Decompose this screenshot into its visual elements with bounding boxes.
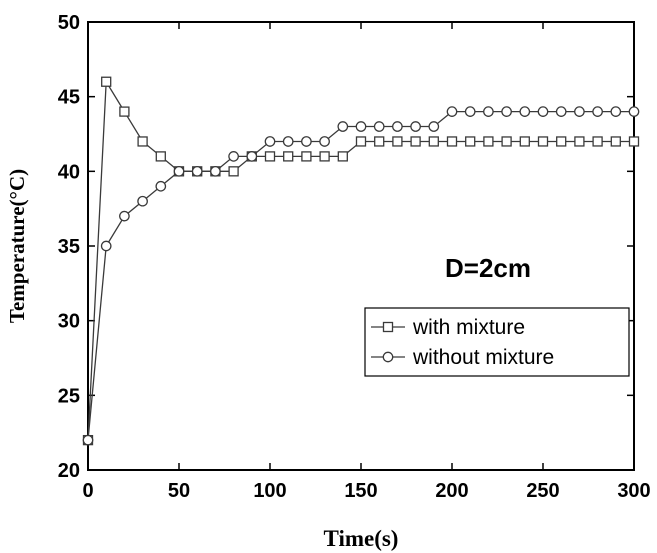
data-point: [355, 121, 367, 132]
data-point: [100, 240, 112, 252]
plot-frame: [87, 21, 635, 471]
y-tick-label: 50: [58, 12, 80, 34]
data-point: [101, 76, 112, 87]
data-point: [228, 151, 239, 162]
y-tick-label: 20: [58, 460, 80, 482]
data-point: [264, 136, 276, 147]
data-point: [264, 151, 276, 162]
y-tick-label: 25: [58, 385, 80, 407]
data-point: [537, 136, 549, 147]
legend: with mixture without mixture: [364, 307, 630, 377]
series-square: [82, 76, 640, 446]
data-point: [428, 136, 439, 147]
legend-label: with mixture: [412, 316, 525, 339]
data-point: [519, 106, 531, 117]
data-point: [119, 106, 130, 117]
data-point: [191, 165, 203, 177]
x-tick-label: 150: [344, 480, 377, 502]
series-line: [87, 110, 634, 441]
data-point: [374, 136, 385, 147]
data-point: [355, 136, 367, 147]
series-layer: [82, 76, 640, 446]
axis-ticks: 0 50 100 150 200 250 300 20 25 30 35 40 45 50: [58, 12, 651, 502]
data-point: [628, 136, 640, 147]
data-point: [446, 136, 458, 147]
data-point: [501, 136, 512, 147]
data-point: [337, 151, 348, 162]
data-point: [301, 136, 312, 147]
x-tick-label: 50: [168, 480, 190, 502]
series-circle: [82, 106, 640, 446]
data-point: [319, 136, 330, 147]
data-point: [446, 106, 458, 117]
data-point: [228, 166, 239, 177]
data-point: [628, 106, 640, 117]
data-point: [592, 106, 603, 117]
legend-box: [364, 307, 630, 377]
x-tick-label: 100: [253, 480, 286, 502]
data-point: [537, 106, 549, 117]
data-point: [246, 151, 258, 162]
data-point: [137, 195, 148, 207]
data-point: [501, 106, 512, 117]
x-tick-label: 250: [526, 480, 559, 502]
data-point: [210, 165, 221, 177]
data-point: [301, 151, 312, 162]
legend-label: without mixture: [412, 346, 554, 369]
data-point: [574, 106, 585, 117]
x-axis-title: Time(s): [324, 526, 399, 551]
data-point: [319, 151, 330, 162]
x-tick-label: 200: [435, 480, 468, 502]
data-point: [428, 121, 440, 132]
data-point: [392, 136, 403, 147]
data-point: [282, 136, 294, 147]
data-point: [465, 136, 476, 147]
legend-marker: [382, 321, 394, 333]
x-tick-label: 0: [82, 480, 93, 502]
data-point: [137, 136, 148, 147]
data-point: [410, 121, 421, 132]
data-point: [392, 121, 403, 132]
data-point: [155, 180, 167, 192]
data-point: [410, 136, 421, 147]
data-point: [574, 136, 585, 147]
data-point: [173, 165, 185, 177]
data-point: [82, 434, 94, 446]
data-point: [337, 121, 349, 132]
data-point: [155, 151, 166, 162]
data-point: [464, 106, 476, 117]
y-axis-title: Temperature(°C): [5, 169, 29, 323]
data-point: [373, 121, 385, 132]
legend-marker: [382, 351, 394, 363]
x-tick-label: 300: [617, 480, 650, 502]
y-tick-label: 45: [58, 87, 80, 109]
y-tick-label: 40: [58, 161, 80, 183]
data-point: [483, 136, 494, 147]
y-tick-label: 30: [58, 311, 80, 333]
data-point: [483, 106, 494, 117]
data-point: [610, 136, 621, 147]
data-point: [556, 136, 567, 147]
chart-annotation: D=2cm: [445, 253, 531, 283]
y-tick-label: 35: [58, 236, 80, 258]
series-line: [87, 79, 634, 441]
data-point: [555, 106, 567, 117]
data-point: [610, 106, 622, 117]
data-point: [519, 136, 530, 147]
data-point: [592, 136, 603, 147]
data-point: [283, 151, 294, 162]
data-point: [119, 210, 130, 222]
